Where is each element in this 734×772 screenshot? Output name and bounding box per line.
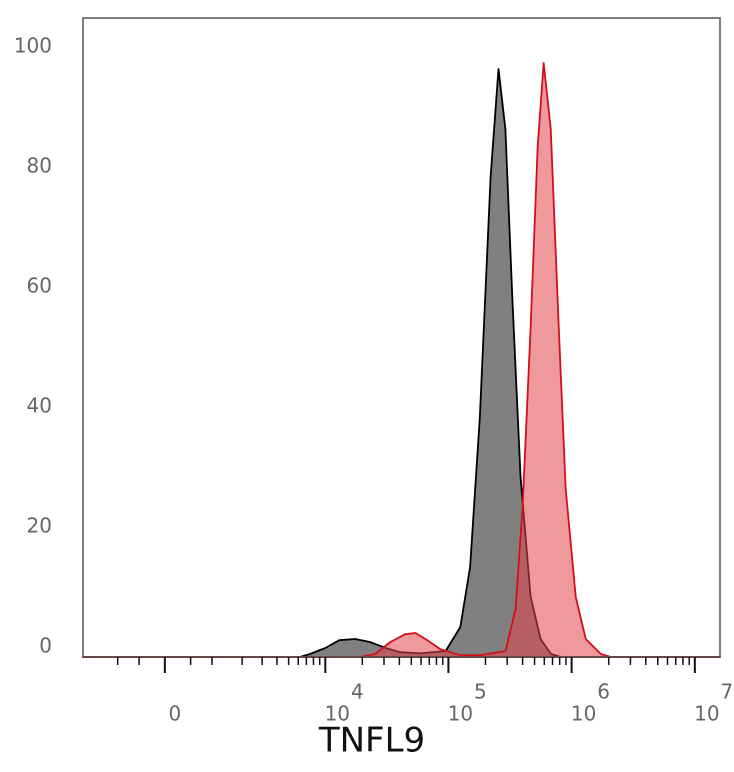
y-tick-label: 100: [14, 34, 52, 58]
x-tick-label: 10: [448, 702, 473, 726]
x-axis-label: TNFL9: [318, 721, 425, 761]
y-tick-label: 40: [27, 394, 52, 418]
x-tick-exponent: 6: [597, 680, 610, 704]
plot-area: [82, 62, 721, 658]
x-tick-exponent: 4: [351, 680, 364, 704]
plot-frame: [82, 17, 721, 658]
x-tick-label: 10: [571, 702, 596, 726]
y-tick-label: 20: [27, 514, 52, 538]
x-tick-exponent: 5: [474, 680, 487, 704]
x-tick-exponent: 7: [720, 680, 733, 704]
histogram-area: [82, 68, 721, 658]
y-tick-label: 60: [27, 274, 52, 298]
x-tick-label: 10: [325, 702, 350, 726]
x-tick-label: 10: [694, 702, 719, 726]
x-tick-label: 0: [168, 702, 181, 726]
histogram-area: [82, 62, 721, 658]
y-tick-label: 80: [27, 154, 52, 178]
y-tick-label: 0: [39, 634, 52, 658]
